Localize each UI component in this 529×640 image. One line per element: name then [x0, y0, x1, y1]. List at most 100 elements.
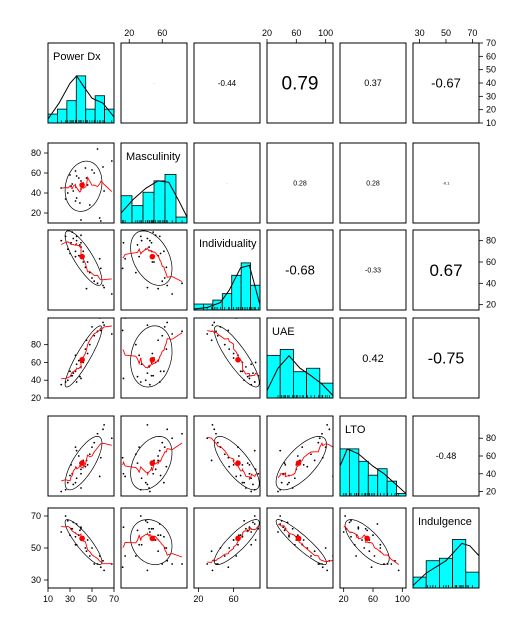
scatter-point	[280, 481, 283, 484]
variable-label: Power Dx	[53, 51, 101, 63]
scatter-point	[159, 252, 162, 255]
scatter-point	[93, 563, 96, 565]
scatter-point	[146, 237, 149, 240]
scatter-point	[158, 449, 161, 452]
scatter-point	[216, 334, 219, 337]
scatter-point	[99, 456, 102, 459]
scatter-point	[77, 254, 80, 257]
scatter-point	[110, 333, 113, 335]
scatter-point	[74, 200, 77, 202]
density-curve	[267, 355, 333, 396]
scatter-point	[215, 432, 217, 435]
left-tick-label: 20	[31, 208, 41, 218]
panel-2-3: -0.68	[266, 229, 334, 311]
scatter-point	[252, 521, 254, 524]
scatter-point	[60, 239, 63, 242]
bottom-tick-label: 100	[395, 594, 410, 604]
correlation-value: -0.33	[365, 267, 381, 274]
scatter-point	[152, 527, 155, 530]
loess-smooth	[61, 241, 112, 281]
panel-3-5: -0.75	[412, 317, 480, 399]
correlation-value: 0.42	[362, 353, 383, 365]
scatter-point	[237, 455, 240, 457]
scatter-point	[245, 527, 247, 530]
panel-frame	[193, 229, 261, 311]
scatter-point	[283, 462, 286, 465]
right-tick-label: 10	[486, 118, 496, 128]
scatter-point	[161, 280, 164, 283]
scatter-point	[86, 261, 89, 263]
panel-2-2: Individuality	[193, 229, 261, 311]
scatter-point	[326, 423, 329, 426]
scatter-point	[161, 441, 164, 444]
scatter-point	[136, 529, 139, 532]
scatter-point	[93, 334, 96, 337]
histogram-bar	[153, 180, 166, 223]
scatter-point	[91, 325, 93, 328]
loess-smooth	[122, 332, 183, 369]
correlation-value: 0.28	[293, 180, 307, 187]
scatter-point	[146, 521, 149, 524]
scatter-point	[250, 543, 253, 546]
scatter-point	[88, 343, 91, 346]
scatter-point	[74, 250, 77, 253]
scatter-point	[134, 555, 137, 557]
mean-point	[235, 535, 241, 542]
scatter-point	[110, 293, 113, 295]
loess-smooth	[207, 436, 259, 480]
scatter-point	[103, 423, 105, 426]
histogram-bar	[231, 274, 242, 310]
panel-4-5: -0.48	[412, 415, 480, 497]
scatter-point	[80, 180, 82, 182]
left-tick-label: 70	[31, 511, 41, 521]
scatter-point	[138, 543, 141, 546]
histogram-bar	[66, 100, 77, 123]
scatter-point	[99, 329, 102, 332]
scatter-point	[342, 531, 345, 533]
correlation-ellipse	[213, 519, 260, 565]
scatter-point	[153, 261, 155, 263]
panel-2-0	[47, 229, 115, 311]
right-tick-label: 20	[486, 300, 496, 310]
scatter-point	[163, 250, 165, 253]
scatter-point	[80, 234, 82, 237]
scatter-point	[77, 455, 80, 457]
correlation-value: -0.68	[285, 263, 315, 278]
scatter-point	[210, 339, 213, 342]
scatter-point	[148, 383, 151, 386]
scatter-point	[103, 569, 105, 572]
scatter-point	[159, 474, 162, 477]
scatter-point	[223, 555, 226, 557]
scatter-point	[96, 432, 99, 435]
right-tick-label: 70	[486, 38, 496, 48]
panel-5-4	[339, 507, 407, 589]
scatter-point	[121, 329, 124, 332]
scatter-point	[75, 197, 78, 199]
scatter-point	[376, 523, 379, 525]
top-tick-label: 20	[262, 28, 272, 38]
density-curve	[413, 542, 479, 586]
density-curve	[340, 448, 406, 494]
panel-1-3: 0.28	[266, 142, 334, 224]
panel-frame	[339, 507, 407, 589]
scatter-point	[71, 183, 74, 185]
panel-frame	[193, 317, 261, 399]
panel-0-2: -0.44	[193, 42, 261, 124]
scatter-point	[253, 449, 256, 452]
correlation-value: 0.79	[282, 74, 319, 95]
loess-smooth	[61, 176, 113, 193]
scatter-point	[93, 172, 96, 174]
scatter-point	[363, 547, 366, 549]
scatter-point	[232, 463, 235, 466]
scatter-point	[121, 267, 124, 270]
scatter-point	[284, 463, 287, 466]
panel-2-4: -0.33	[339, 229, 407, 311]
panel-3-0	[47, 317, 115, 399]
histogram-bar	[240, 262, 251, 310]
scatter-point	[390, 563, 393, 565]
loess-smooth	[61, 525, 112, 565]
scatter-point	[152, 472, 155, 475]
panel-1-1: Masculinity	[120, 142, 188, 224]
correlation-value: 0.67	[429, 261, 462, 280]
